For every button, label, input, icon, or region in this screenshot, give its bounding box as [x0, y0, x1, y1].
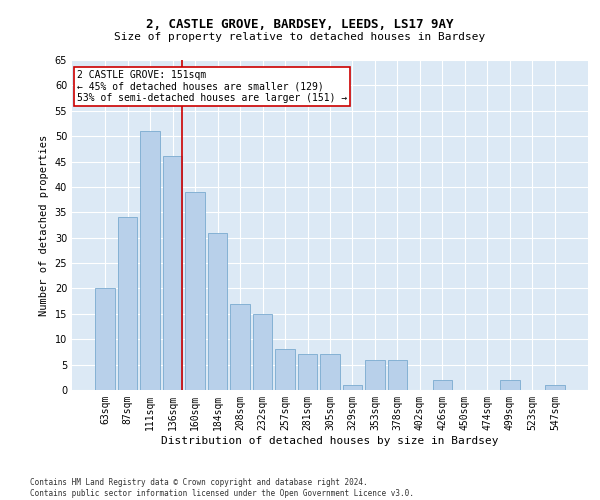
- Bar: [433, 380, 452, 390]
- Text: 2, CASTLE GROVE, BARDSEY, LEEDS, LS17 9AY: 2, CASTLE GROVE, BARDSEY, LEEDS, LS17 9A…: [146, 18, 454, 30]
- Bar: [118, 218, 137, 390]
- Text: 2 CASTLE GROVE: 151sqm
← 45% of detached houses are smaller (129)
53% of semi-de: 2 CASTLE GROVE: 151sqm ← 45% of detached…: [77, 70, 347, 103]
- Y-axis label: Number of detached properties: Number of detached properties: [39, 134, 49, 316]
- Bar: [185, 192, 205, 390]
- Bar: [253, 314, 272, 390]
- Text: Size of property relative to detached houses in Bardsey: Size of property relative to detached ho…: [115, 32, 485, 42]
- Bar: [163, 156, 182, 390]
- X-axis label: Distribution of detached houses by size in Bardsey: Distribution of detached houses by size …: [161, 436, 499, 446]
- Bar: [140, 131, 160, 390]
- Bar: [545, 385, 565, 390]
- Bar: [298, 354, 317, 390]
- Bar: [320, 354, 340, 390]
- Bar: [208, 232, 227, 390]
- Bar: [275, 350, 295, 390]
- Bar: [343, 385, 362, 390]
- Bar: [230, 304, 250, 390]
- Text: Contains HM Land Registry data © Crown copyright and database right 2024.
Contai: Contains HM Land Registry data © Crown c…: [30, 478, 414, 498]
- Bar: [500, 380, 520, 390]
- Bar: [95, 288, 115, 390]
- Bar: [365, 360, 385, 390]
- Bar: [388, 360, 407, 390]
